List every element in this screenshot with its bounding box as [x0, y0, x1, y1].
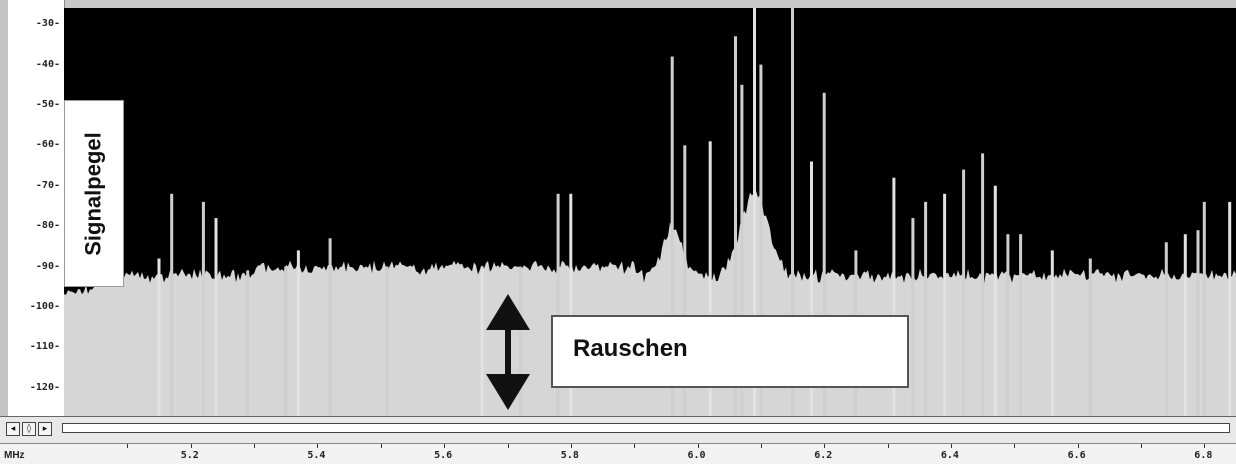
scroll-center-button[interactable]: ◊ — [22, 422, 36, 436]
spectrum-peak — [556, 193, 560, 416]
y-axis-label-box: Signalpegel — [64, 100, 124, 287]
x-tick-mark — [127, 444, 129, 448]
spectrum-peak — [1183, 234, 1187, 416]
x-tick-label: 5.4 — [307, 450, 326, 461]
scrollbar-track[interactable] — [62, 423, 1230, 433]
x-tick-label: 6.6 — [1067, 450, 1086, 461]
spectrum-peak — [170, 193, 174, 416]
spectrum-peak — [892, 177, 896, 416]
spectrum-peak — [1050, 250, 1054, 416]
scroll-left-button[interactable]: ◂ — [6, 422, 20, 436]
x-tick-mark — [697, 444, 699, 448]
spectrum-peak — [753, 8, 756, 416]
spectrum-peak — [943, 193, 947, 416]
spectrum-peak — [981, 153, 985, 416]
noise-label-box: Rauschen — [551, 315, 909, 388]
double-arrow-icon — [486, 294, 530, 410]
spectrum-peak — [810, 161, 813, 416]
x-tick-mark — [380, 444, 382, 448]
spectrum-peak — [822, 92, 826, 416]
y-axis-level-strip — [0, 0, 8, 416]
spectrum-peak — [1202, 201, 1206, 416]
spectrum-peak — [1006, 234, 1010, 416]
x-tick-label: 6.4 — [940, 450, 959, 461]
y-axis-label: Signalpegel — [65, 101, 123, 286]
x-tick-mark — [760, 444, 762, 448]
spectrum-peak — [518, 266, 522, 416]
spectrum-peak — [1088, 258, 1092, 416]
y-tick-label: -100- — [29, 300, 60, 312]
spectrum-peak — [296, 250, 300, 416]
y-tick-label: -30- — [35, 18, 60, 30]
x-tick-mark — [950, 444, 952, 448]
spectrum-peak — [1164, 242, 1168, 416]
x-tick-label: 6.0 — [687, 450, 706, 461]
spectrum-peak — [569, 193, 573, 416]
x-tick-mark — [1077, 444, 1079, 448]
spectrum-peak — [924, 201, 928, 416]
spectrum-peak — [911, 218, 915, 416]
x-tick-label: 5.8 — [560, 450, 579, 461]
x-tick-mark — [634, 444, 636, 448]
x-tick-mark — [1014, 444, 1016, 448]
spectrum-peak — [157, 258, 161, 416]
noise-floor-area — [64, 190, 1236, 416]
y-axis: -30- -40- -50- -60- -70- -80- -90- -100- -110- -1… — [0, 0, 65, 416]
spectrum-peak — [759, 64, 763, 416]
spectrum-peak — [328, 238, 332, 416]
y-tick-label: -80- — [35, 220, 60, 232]
spectrum-peak — [1196, 230, 1200, 416]
y-tick-label: -120- — [29, 381, 60, 393]
x-tick-mark — [824, 444, 826, 448]
y-tick-label: -40- — [35, 58, 60, 70]
x-tick-mark — [507, 444, 509, 448]
scroll-right-button[interactable]: ▸ — [38, 422, 52, 436]
spectrum-peak — [1019, 234, 1023, 416]
spectrum-peak — [962, 169, 966, 416]
x-tick-mark — [444, 444, 446, 448]
noise-label: Rauschen — [573, 335, 688, 362]
spectrum-peak — [1228, 201, 1232, 416]
spectrum-peak — [734, 36, 737, 416]
x-tick-label: 5.2 — [180, 450, 199, 461]
y-axis-label-text: Signalpegel — [81, 131, 107, 256]
y-tick-label: -90- — [35, 260, 60, 272]
x-tick-mark — [1204, 444, 1206, 448]
x-tick-label: 5.6 — [434, 450, 453, 461]
horizontal-scrollbar[interactable]: ◂ ◊ ▸ — [0, 416, 1236, 444]
x-tick-mark — [1141, 444, 1142, 448]
spectrum-peak — [708, 141, 712, 416]
spectrum-peak — [740, 84, 744, 416]
x-tick-mark — [570, 444, 572, 448]
x-tick-mark — [317, 444, 319, 448]
spectrum-peak — [683, 145, 687, 416]
spectrum-peak — [670, 56, 674, 416]
x-axis-unit: MHz — [4, 450, 25, 461]
spectrum-peak — [791, 8, 794, 416]
x-axis: MHz 5.2 5.4 5.6 5.8 6.0 6.2 6.4 6.6 6.8 — [0, 443, 1236, 464]
spectrum-svg — [64, 8, 1236, 416]
y-tick-label: -110- — [29, 341, 60, 353]
x-tick-mark — [887, 444, 889, 448]
spectrum-peak — [385, 266, 389, 416]
y-tick-label: -50- — [35, 99, 60, 110]
y-tick-label: -70- — [35, 179, 60, 191]
spectrum-peak — [480, 266, 484, 416]
x-tick-label: 6.2 — [814, 450, 833, 461]
spectrum-peak — [284, 266, 288, 416]
spectrum-peak — [201, 201, 205, 416]
spectrum-peak — [214, 218, 218, 416]
x-tick-mark — [190, 444, 192, 448]
x-tick-label: 6.8 — [1194, 450, 1213, 461]
spectrum-peak — [246, 270, 250, 416]
x-tick-mark — [254, 444, 256, 448]
y-tick-label: -60- — [35, 139, 60, 151]
spectrum-peak — [993, 185, 997, 416]
